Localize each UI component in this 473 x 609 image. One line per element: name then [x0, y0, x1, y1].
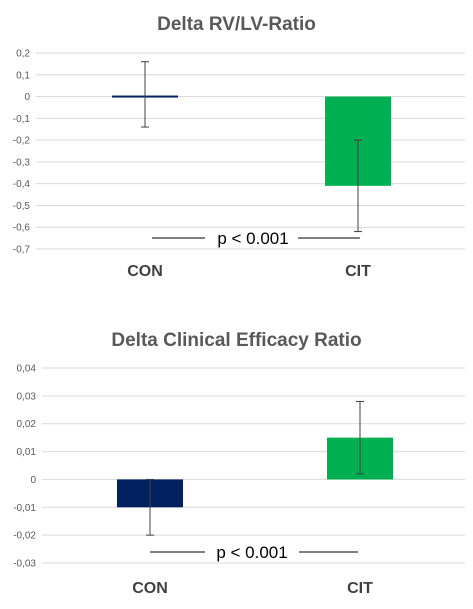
y-tick-label: -0,5 — [13, 201, 31, 212]
y-tick-label: -0,02 — [13, 531, 36, 542]
y-tick-label: 0 — [24, 92, 30, 103]
y-tick-label: 0 — [30, 475, 36, 486]
y-tick-label: -0,03 — [13, 559, 36, 570]
y-tick-label: -0,3 — [13, 157, 31, 168]
y-tick-label: -0,1 — [13, 114, 31, 125]
chart-plot: 0,2 0,1 0 -0,1 -0,2 -0,3 -0,4 -0,5 -0,6 -0,7 CON CI… — [13, 49, 465, 280]
y-tick-label: -0,6 — [13, 223, 31, 234]
p-value-annotation: p < 0.001 — [217, 229, 288, 248]
p-value-annotation: p < 0.001 — [216, 543, 287, 562]
chart-title: Delta RV/LV-Ratio — [157, 14, 316, 35]
y-tick-label: 0,02 — [17, 419, 37, 430]
category-label: CON — [127, 263, 163, 280]
y-tick-label: 0,01 — [17, 447, 37, 458]
y-tick-label: -0,4 — [13, 179, 31, 190]
y-tick-label: 0,1 — [16, 70, 30, 81]
y-tick-label: -0,2 — [13, 136, 31, 147]
chart-plot: 0,04 0,03 0,02 0,01 0 -0,01 -0,02 -0,03 CON CIT p … — [13, 364, 465, 597]
y-tick-label: -0,01 — [13, 503, 36, 514]
y-tick-label: 0,04 — [17, 364, 37, 375]
y-tick-label: 0,2 — [16, 49, 30, 60]
category-label: CIT — [347, 580, 373, 597]
y-tick-label: 0,03 — [17, 391, 37, 402]
chart-rv-lv-ratio: Delta RV/LV-Ratio 0,2 0,1 0 -0,1 -0,2 -0,3 -0,… — [0, 0, 473, 300]
category-label: CON — [132, 580, 168, 597]
chart-clinical-efficacy-ratio: Delta Clinical Efficacy Ratio 0,04 0,03 0,… — [0, 318, 473, 609]
category-label: CIT — [345, 263, 371, 280]
y-tick-label: -0,7 — [13, 245, 31, 256]
chart-title: Delta Clinical Efficacy Ratio — [111, 330, 362, 351]
